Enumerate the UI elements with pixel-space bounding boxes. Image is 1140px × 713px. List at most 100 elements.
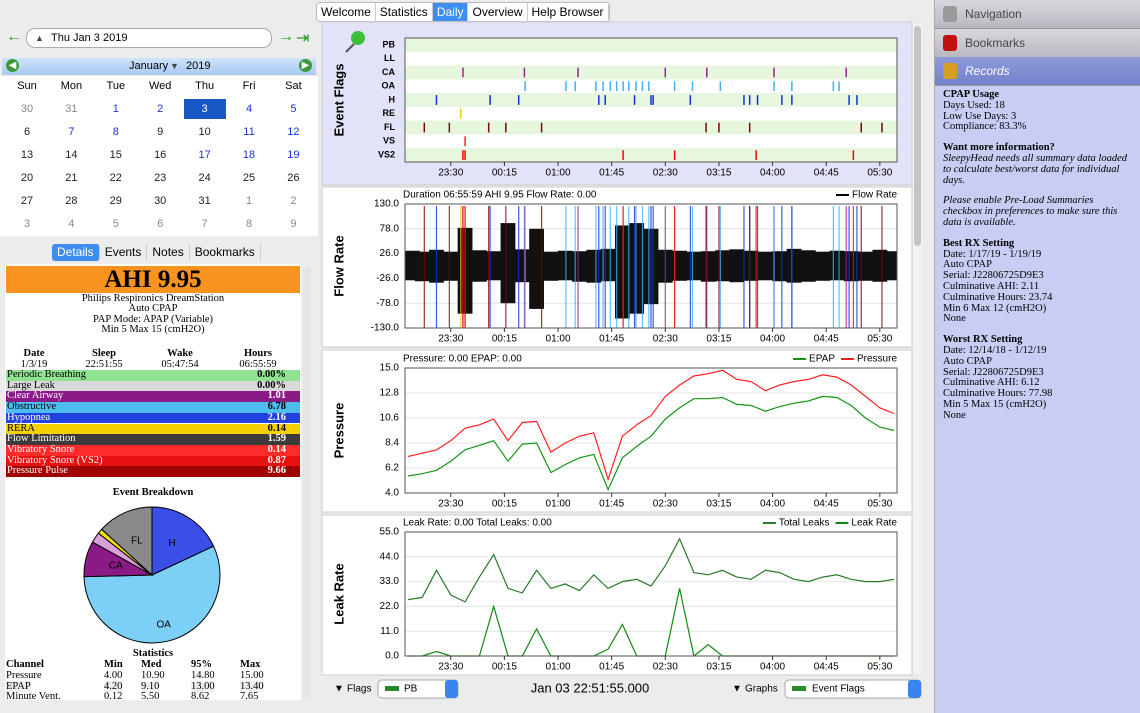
calendar-day[interactable]: 2 (157, 103, 164, 115)
index-name: Large Leak (7, 379, 55, 391)
stat-cell: 0.12 (104, 691, 123, 700)
sidebar: Navigation Bookmarks Records CPAP Usage Days… (934, 0, 1140, 713)
series-line (407, 369, 895, 482)
calendar-day[interactable]: 31 (198, 195, 211, 207)
next-month[interactable]: ▶ (299, 59, 312, 72)
stat-cell: 4.20 (104, 680, 123, 692)
flag-row-label: VS (383, 136, 395, 146)
graphs-select-text: Event Flags (812, 684, 865, 695)
calendar-day[interactable]: 30 (154, 195, 167, 207)
calendar-day[interactable]: 27 (20, 195, 34, 207)
calendar-day[interactable]: 18 (242, 149, 256, 161)
calendar-day[interactable]: 31 (65, 103, 78, 115)
flow-band (471, 250, 487, 282)
session-header: Sleep (92, 348, 116, 359)
calendar-day[interactable]: 10 (198, 126, 211, 138)
y-axis-title: Flow Rate (331, 235, 346, 296)
calendar-day[interactable]: 3 (183, 99, 226, 119)
last-arrow[interactable]: ⇥ (296, 30, 310, 47)
calendar-day[interactable]: 26 (287, 172, 300, 184)
calendar-day[interactable]: 6 (157, 218, 164, 230)
calendar-day[interactable]: 21 (65, 172, 78, 184)
detail-tab[interactable]: Notes (147, 244, 190, 261)
calendar-day[interactable]: 7 (201, 218, 208, 230)
calendar-day[interactable]: 1 (245, 195, 253, 207)
calendar-day[interactable]: 19 (287, 149, 300, 161)
nav-header[interactable]: Navigation (935, 0, 1140, 29)
calendar-day[interactable]: 25 (242, 172, 256, 184)
x-tick-label: 02:30 (653, 334, 678, 345)
calendar-day[interactable]: 12 (287, 126, 300, 138)
forward-arrow[interactable]: → (278, 28, 294, 45)
calendar-day[interactable]: 8 (112, 126, 119, 138)
calendar-day[interactable]: 16 (154, 149, 167, 161)
calendar-day[interactable]: 3 (23, 218, 31, 230)
calendar-day[interactable]: 14 (65, 149, 78, 161)
stat-cell: 5.50 (141, 691, 160, 700)
top-tab[interactable]: Overview (468, 3, 528, 21)
flag-row-bg (405, 79, 897, 94)
x-tick-label: 01:00 (546, 662, 571, 673)
legend-label: Leak Rate (851, 518, 897, 529)
calendar-day[interactable]: 17 (198, 149, 211, 161)
top-tab[interactable]: Help Browser (528, 3, 609, 21)
calendar-day[interactable]: 7 (68, 126, 75, 138)
flags-select-button[interactable] (445, 680, 458, 698)
calendar-day[interactable]: 30 (20, 103, 34, 115)
prev-month[interactable]: ◀ (6, 59, 19, 72)
graphs-select-button[interactable] (908, 680, 921, 698)
record-line: Min 6 Max 12 (cmH2O) (943, 302, 1047, 314)
record-line: Culminative Hours: 77.98 (943, 388, 1053, 400)
graphs-toggle[interactable]: ▼ (732, 684, 742, 695)
month-dropdown[interactable]: ▼ (170, 61, 179, 71)
calendar-day[interactable]: 5 (112, 218, 119, 230)
calendar-day[interactable]: 9 (157, 126, 164, 138)
calendar-day[interactable]: 13 (20, 149, 34, 161)
flow-band (443, 251, 459, 281)
calendar-day[interactable]: 24 (198, 172, 211, 184)
flow-band (758, 251, 773, 281)
record-line: SleepyHead needs all summary data loaded… (943, 152, 1128, 186)
nav-label: Navigation (965, 7, 1022, 21)
calendar-day[interactable]: 22 (109, 172, 122, 184)
calendar-day[interactable]: 28 (65, 195, 78, 207)
y-tick-label: 22.0 (380, 601, 400, 612)
calendar-day[interactable]: 4 (68, 218, 75, 230)
calendar-day[interactable]: 9 (290, 218, 297, 230)
detail-tab[interactable]: Bookmarks (190, 244, 261, 261)
series-line (407, 395, 895, 492)
flag-row-bg (405, 120, 897, 135)
plot-frame (404, 37, 898, 163)
calendar-day[interactable]: 8 (245, 218, 253, 230)
date-field[interactable]: ▲ Thu Jan 3 2019 (26, 28, 272, 48)
nav-header[interactable]: Bookmarks (935, 28, 1140, 58)
calendar-day[interactable]: 4 (245, 103, 253, 115)
graph-scrollbar-thumb[interactable] (914, 26, 921, 246)
calendar-day[interactable]: 29 (109, 195, 122, 207)
breakdown-title: Event Breakdown (112, 487, 194, 498)
index-name: RERA (7, 422, 36, 434)
index-name: Flow Limitation (7, 433, 76, 445)
calendar-day[interactable]: 23 (154, 172, 167, 184)
top-tab[interactable]: Statistics (376, 3, 433, 21)
nav-header[interactable]: Records (935, 57, 1140, 87)
detail-tab[interactable]: Events (100, 244, 148, 261)
calendar-day[interactable]: 5 (290, 103, 297, 115)
details-scrollbar[interactable] (303, 267, 311, 699)
calendar-day[interactable]: 1 (112, 103, 119, 115)
calendar-day[interactable]: 15 (109, 149, 122, 161)
top-tab[interactable]: Daily (432, 3, 469, 21)
flow-band (557, 250, 573, 281)
calendar-day[interactable]: 2 (290, 195, 297, 207)
record-line: Culminative AHI: 2.11 (943, 280, 1040, 292)
x-tick-label: 04:00 (760, 662, 785, 673)
top-tab[interactable]: Welcome (317, 3, 376, 21)
record-line: Serial: J22806725D9E3 (943, 366, 1044, 378)
detail-tab[interactable]: Details (52, 244, 100, 261)
calendar-day[interactable]: 11 (243, 126, 255, 138)
flags-toggle[interactable]: ▼ (334, 684, 344, 695)
back-arrow[interactable]: ← (6, 28, 22, 45)
stat-header: Med (141, 659, 162, 670)
calendar-day[interactable]: 20 (20, 172, 34, 184)
calendar-day[interactable]: 6 (23, 126, 31, 138)
